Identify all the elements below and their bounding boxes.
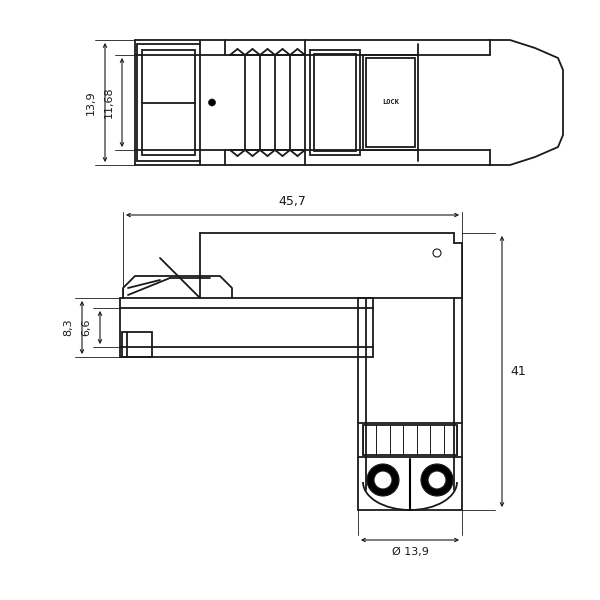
Bar	[358, 298, 462, 510]
Text: LOCK: LOCK	[382, 100, 399, 106]
Text: 11,68: 11,68	[104, 86, 114, 118]
Circle shape	[421, 464, 453, 496]
Circle shape	[428, 471, 446, 489]
Bar	[122, 332, 152, 357]
Text: 45,7: 45,7	[278, 195, 307, 208]
Bar	[120, 298, 373, 357]
Bar	[363, 425, 457, 455]
Bar	[314, 54, 356, 151]
Text: 6,6: 6,6	[81, 319, 91, 336]
Circle shape	[209, 99, 215, 106]
Bar	[366, 58, 415, 147]
Text: 41: 41	[510, 365, 526, 378]
Bar	[310, 50, 360, 155]
Circle shape	[374, 471, 392, 489]
Bar	[142, 50, 195, 155]
Text: 13,9: 13,9	[86, 90, 96, 115]
Text: Ø 13,9: Ø 13,9	[392, 547, 428, 557]
Bar	[363, 55, 418, 150]
Text: 8,3: 8,3	[63, 319, 73, 337]
Circle shape	[367, 464, 399, 496]
Bar	[137, 44, 200, 161]
